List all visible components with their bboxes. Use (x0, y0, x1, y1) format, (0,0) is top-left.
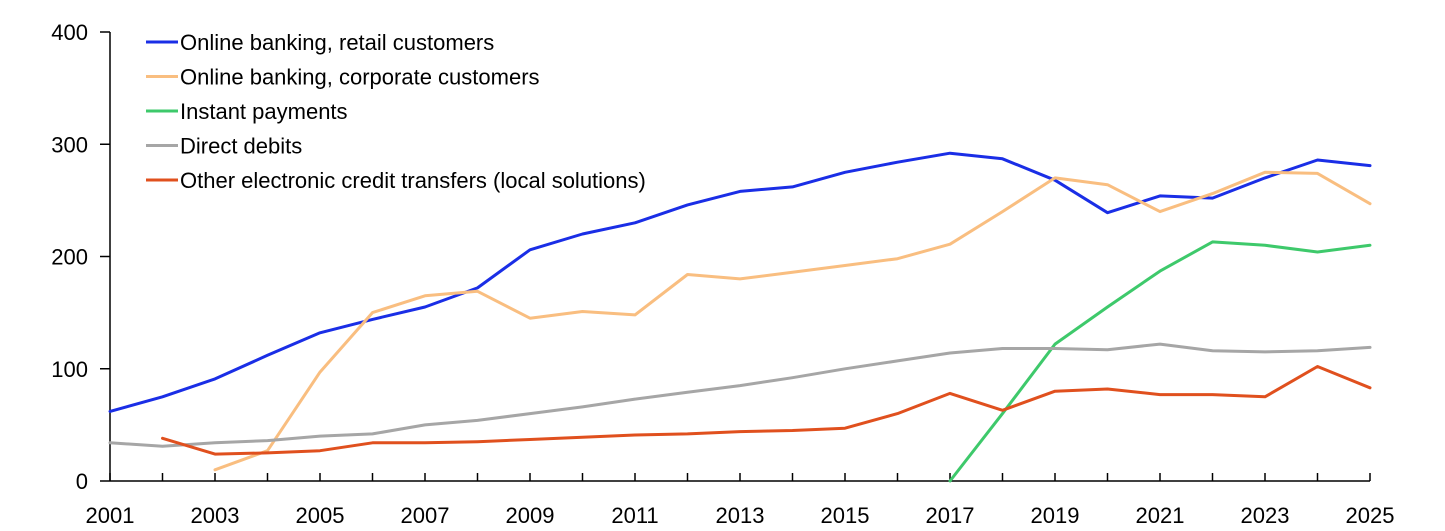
y-tick-label: 0 (76, 469, 88, 494)
x-tick-label: 2019 (1031, 503, 1080, 528)
series-line-1 (108, 151, 1372, 413)
x-tick-label: 2007 (401, 503, 450, 528)
axes: 0 100 200 300 400 2001 2003 2005 2007 2009 2011 201… (51, 20, 1394, 528)
y-tick-label: 300 (51, 132, 88, 157)
legend-label: Direct debits (180, 134, 302, 159)
legend-item-3: Instant payments (146, 99, 348, 124)
legend-item-4: Direct debits (146, 134, 302, 159)
legend-label: Instant payments (180, 99, 348, 124)
x-tick-label: 2023 (1241, 503, 1290, 528)
series-line-2 (213, 170, 1372, 472)
x-tick-label: 2025 (1346, 503, 1395, 528)
series-line-4 (108, 342, 1372, 448)
legend-label: Other electronic credit transfers (local… (180, 168, 646, 193)
legend-label: Online banking, corporate customers (180, 65, 540, 90)
series-line-5 (161, 365, 1372, 456)
series-line-3 (948, 240, 1372, 483)
y-tick-label: 400 (51, 20, 88, 45)
x-tick-label: 2021 (1136, 503, 1185, 528)
legend: Online banking, retail customers Online b… (146, 30, 646, 193)
y-tick-label: 200 (51, 245, 88, 270)
x-tick-label: 2009 (506, 503, 555, 528)
x-tick-label: 2003 (191, 503, 240, 528)
x-tick-label: 2001 (86, 503, 135, 528)
legend-item-1: Online banking, retail customers (146, 30, 494, 55)
legend-label: Online banking, retail customers (180, 30, 494, 55)
legend-item-2: Online banking, corporate customers (146, 65, 540, 90)
x-tick-label: 2011 (611, 503, 658, 528)
x-tick-label: 2005 (296, 503, 345, 528)
x-tick-label: 2013 (716, 503, 765, 528)
x-tick-label: 2017 (926, 503, 975, 528)
x-tick-label: 2015 (821, 503, 870, 528)
y-tick-label: 100 (51, 357, 88, 382)
legend-item-5: Other electronic credit transfers (local… (146, 168, 646, 193)
series-layer (108, 151, 1372, 483)
